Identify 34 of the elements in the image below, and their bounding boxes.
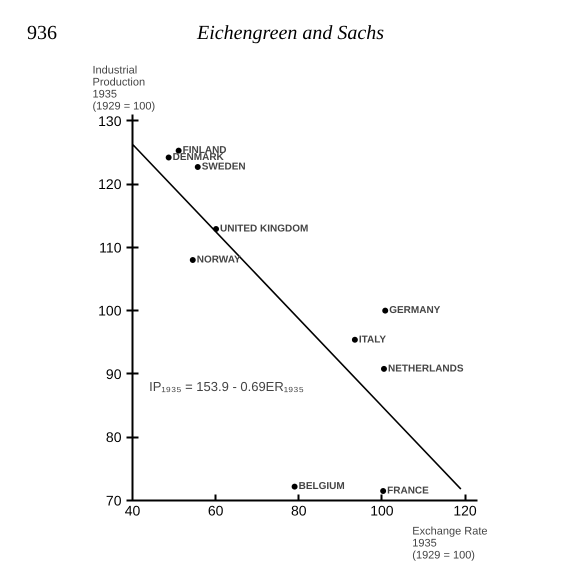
y-tick-label: 80 — [106, 429, 122, 446]
annotation: UNITED KINGDOM — [220, 224, 308, 235]
point — [190, 257, 196, 264]
y-axis-title: Industrial Production 1935 (1929 = 100) — [92, 64, 156, 112]
point — [380, 366, 387, 372]
x-tick-label: 80 — [290, 502, 307, 518]
annotation: SWEDEN — [202, 162, 246, 173]
annotation: IP₁₉₃₅ = 153.9 - 0.69ER₁₉₃₅ — [149, 379, 304, 394]
y-tick-label: 120 — [98, 176, 122, 192]
annotation: NETHERLANDS — [388, 363, 464, 374]
point — [352, 336, 358, 343]
chart-title: Eichengreen and Sachs — [197, 22, 384, 44]
point — [292, 484, 298, 490]
text: 936 — [27, 21, 57, 46]
point — [380, 488, 386, 494]
x-axis-title: Exchange Rate 1935 (1929 = 100) — [412, 526, 488, 561]
point — [166, 154, 172, 161]
x-tick-label: 60 — [208, 502, 224, 518]
x-tick-label: 100 — [370, 502, 394, 518]
annotation: FRANCE — [387, 486, 430, 497]
y-tick-label: 90 — [106, 366, 122, 382]
point — [194, 164, 201, 170]
annotation: BELGIUM — [298, 481, 345, 492]
annotation: ITALY — [358, 334, 386, 346]
x-tick-label: 120 — [453, 502, 477, 518]
y-tick-label: 130 — [98, 112, 122, 129]
x-tick-label: 40 — [124, 502, 140, 518]
point — [382, 308, 388, 314]
annotation: GERMANY — [389, 305, 441, 316]
y-tick-label: 100 — [98, 302, 122, 319]
annotation: DENMARK — [172, 152, 225, 164]
y-tick-label: 110 — [99, 239, 122, 256]
y-tick-label: 70 — [106, 492, 122, 508]
annotation: NORWAY — [196, 254, 242, 266]
